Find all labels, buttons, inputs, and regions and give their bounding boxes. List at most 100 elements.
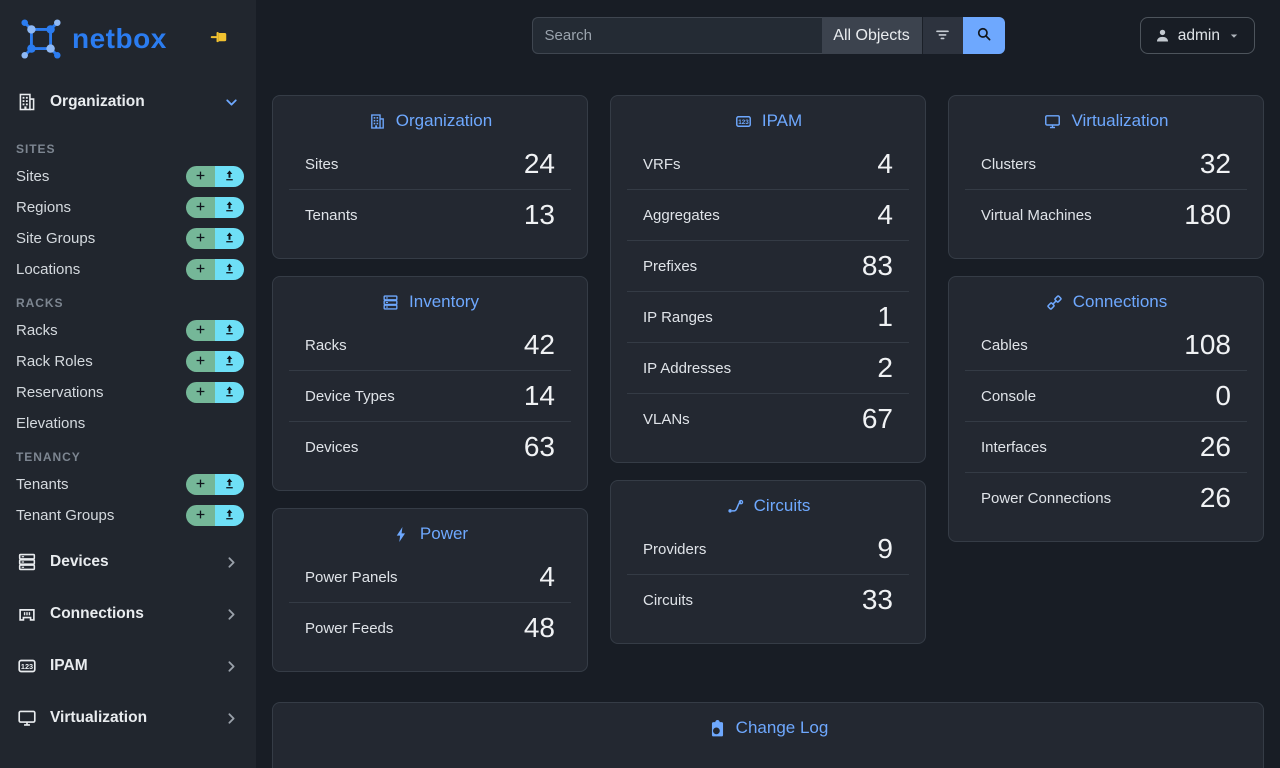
item-action-buttons: [186, 505, 244, 526]
ipam-card: 123 IPAM VRFs 4 Aggregates 4 Prefixes 83 IP Rang…: [610, 95, 926, 463]
card-title-row: Organization: [289, 96, 571, 139]
sidebar-item-rack-roles[interactable]: Rack Roles: [0, 351, 244, 372]
import-button[interactable]: [215, 228, 244, 249]
stat-value[interactable]: 42: [523, 329, 555, 360]
logo-wordmark[interactable]: netbox: [72, 23, 167, 54]
sidebar-group-virtualization[interactable]: Virtualization: [0, 692, 256, 744]
search-filter-button[interactable]: [921, 17, 963, 54]
add-button[interactable]: [186, 228, 215, 249]
sidebar-item-racks[interactable]: Racks: [0, 320, 244, 341]
stat-label: Virtual Machines: [981, 206, 1092, 224]
add-button[interactable]: [186, 259, 215, 280]
account-dropdown[interactable]: admin: [1139, 17, 1255, 54]
search-submit-button[interactable]: [962, 17, 1005, 54]
stat-label: VRFs: [643, 155, 681, 173]
sidebar-group-devices[interactable]: Devices: [0, 536, 256, 588]
stat-value[interactable]: 13: [523, 199, 555, 230]
sidebar-item-tenant-groups[interactable]: Tenant Groups: [0, 505, 244, 526]
stat-value[interactable]: 1: [877, 301, 893, 332]
item-action-buttons: [186, 351, 244, 372]
stat-value[interactable]: 4: [877, 199, 893, 230]
stat-value[interactable]: 26: [1199, 482, 1231, 513]
import-button[interactable]: [215, 382, 244, 403]
object-type-dropdown[interactable]: All Objects: [821, 17, 922, 54]
search-input[interactable]: [531, 17, 822, 54]
stat-row-power-panels: Power Panels 4: [289, 552, 571, 602]
sidebar-item-label: Tenant Groups: [16, 507, 115, 524]
stat-value[interactable]: 32: [1199, 148, 1231, 179]
add-button[interactable]: [186, 505, 215, 526]
sidebar-item-sites[interactable]: Sites: [0, 166, 244, 187]
stat-value[interactable]: 180: [1184, 199, 1231, 230]
sidebar-group-label: Devices: [50, 553, 109, 570]
stat-value[interactable]: 48: [523, 612, 555, 643]
upload-icon: [223, 477, 236, 493]
sidebar-nav: Organization SITES Sites Regions Site Groups…: [0, 78, 256, 744]
stat-value[interactable]: 83: [861, 250, 893, 281]
card-title-link[interactable]: Inventory: [409, 292, 479, 311]
stat-value[interactable]: 9: [877, 533, 893, 564]
main-area: All Objects: [256, 0, 1280, 768]
stat-value[interactable]: 14: [523, 380, 555, 411]
import-button[interactable]: [215, 351, 244, 372]
sidebar-item-site-groups[interactable]: Site Groups: [0, 228, 244, 249]
add-button[interactable]: [186, 320, 215, 341]
upload-icon: [223, 200, 236, 216]
circuits-icon: [726, 497, 745, 516]
card-column: Virtualization Clusters 32 Virtual Machines…: [948, 95, 1264, 542]
change-log-title[interactable]: Change Log: [735, 718, 829, 737]
stat-value[interactable]: 4: [539, 561, 555, 592]
connections-icon: [16, 603, 38, 625]
stat-value[interactable]: 24: [523, 148, 555, 179]
sidebar-item-tenants[interactable]: Tenants: [0, 474, 244, 495]
sidebar-group-connections[interactable]: Connections: [0, 588, 256, 640]
import-button[interactable]: [215, 197, 244, 218]
card-title-link[interactable]: Connections: [1072, 292, 1168, 311]
import-button[interactable]: [215, 505, 244, 526]
sidebar-item-elevations[interactable]: Elevations: [0, 413, 244, 434]
add-button[interactable]: [186, 197, 215, 218]
add-button[interactable]: [186, 382, 215, 403]
import-button[interactable]: [215, 259, 244, 280]
sidebar-group-ipam[interactable]: 123 IPAM: [0, 640, 256, 692]
import-button[interactable]: [215, 320, 244, 341]
stat-value[interactable]: 4: [877, 148, 893, 179]
card-title-link[interactable]: IPAM: [761, 111, 803, 130]
sidebar-item-locations[interactable]: Locations: [0, 259, 244, 280]
card-title-link[interactable]: Circuits: [753, 496, 811, 515]
inventory-icon: [381, 293, 400, 312]
sidebar-section-header: TENANCY: [16, 450, 81, 464]
import-button[interactable]: [215, 474, 244, 495]
stat-value[interactable]: 63: [523, 431, 555, 462]
upload-icon: [223, 169, 236, 185]
add-button[interactable]: [186, 351, 215, 372]
stat-value[interactable]: 26: [1199, 431, 1231, 462]
virtualization-icon: [1043, 112, 1062, 131]
sidebar-group-label: Organization: [50, 93, 145, 110]
stat-value[interactable]: 2: [877, 352, 893, 383]
plus-icon: [194, 200, 207, 216]
power-card: Power Power Panels 4 Power Feeds 48: [272, 508, 588, 672]
import-button[interactable]: [215, 166, 244, 187]
sidebar-group-organization[interactable]: Organization: [0, 78, 256, 126]
netbox-logo-icon[interactable]: [18, 16, 64, 62]
stat-value[interactable]: 0: [1215, 380, 1231, 411]
card-title-link[interactable]: Power: [419, 524, 469, 543]
add-button[interactable]: [186, 166, 215, 187]
stat-value[interactable]: 108: [1184, 329, 1231, 360]
connections-card: Connections Cables 108 Console 0 Interfaces 26…: [948, 276, 1264, 542]
svg-text:123: 123: [21, 662, 33, 671]
sidebar-item-reservations[interactable]: Reservations: [0, 382, 244, 403]
card-title-row: 123 IPAM: [627, 96, 909, 139]
card-title-link[interactable]: Organization: [395, 111, 493, 130]
stat-value[interactable]: 33: [861, 584, 893, 615]
stat-value[interactable]: 67: [861, 403, 893, 434]
sidebar-item-label: Locations: [16, 261, 81, 278]
plus-icon: [194, 354, 207, 370]
svg-text:123: 123: [738, 119, 749, 126]
stat-row-console: Console 0: [965, 370, 1247, 421]
add-button[interactable]: [186, 474, 215, 495]
pin-sidebar-icon[interactable]: [208, 26, 230, 48]
sidebar-item-regions[interactable]: Regions: [0, 197, 244, 218]
card-title-link[interactable]: Virtualization: [1071, 111, 1169, 130]
